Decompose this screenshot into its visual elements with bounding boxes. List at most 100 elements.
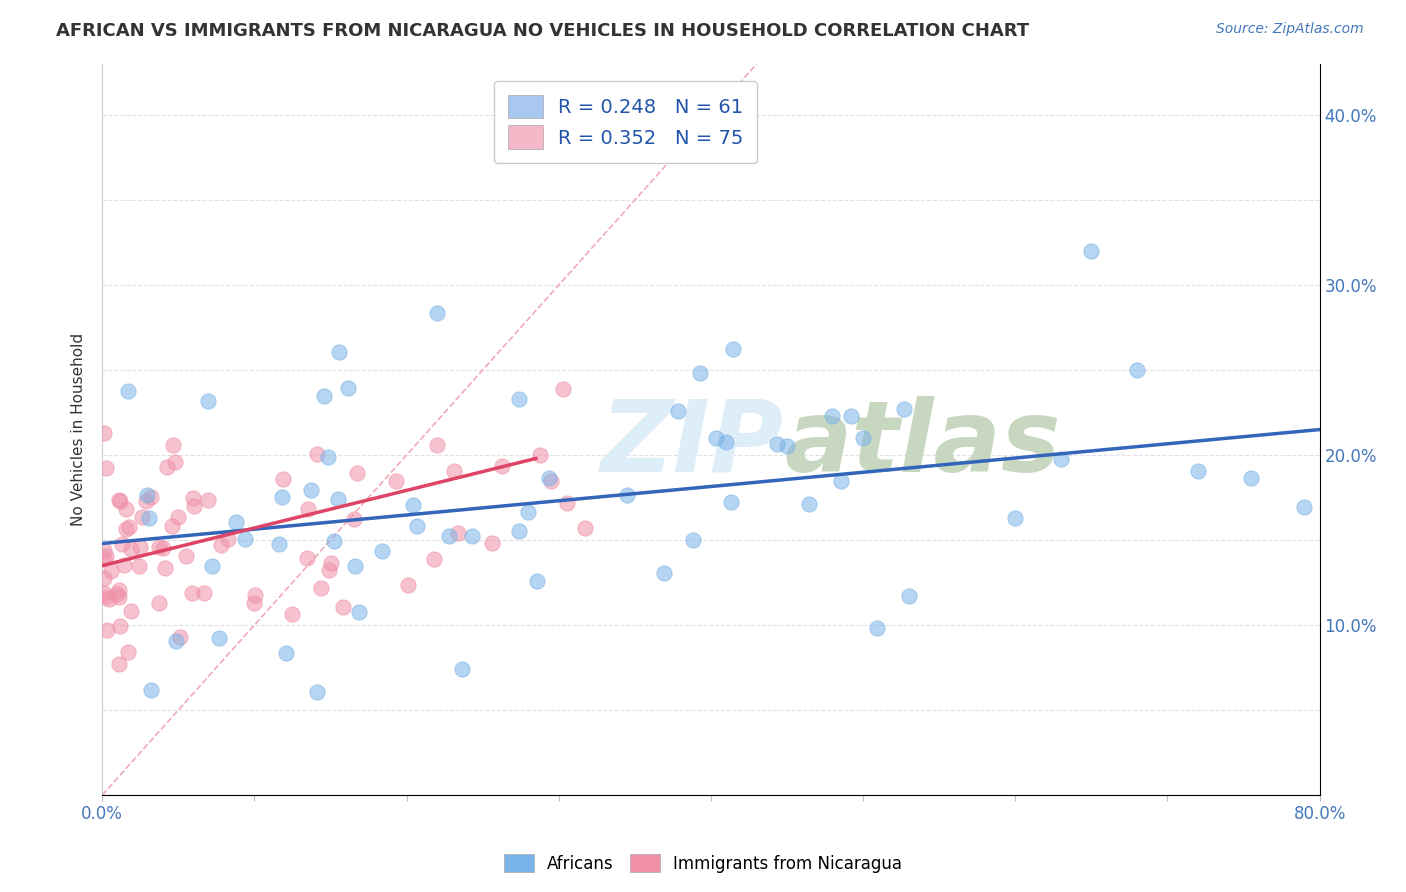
Point bbox=[183, 499, 205, 513]
Point bbox=[529, 449, 551, 463]
Point bbox=[540, 475, 562, 489]
Point bbox=[443, 464, 465, 478]
Point bbox=[305, 685, 328, 699]
Point bbox=[117, 645, 139, 659]
Point bbox=[1240, 471, 1263, 485]
Point bbox=[616, 488, 638, 502]
Point bbox=[112, 558, 135, 573]
Point bbox=[297, 502, 319, 516]
Point bbox=[897, 589, 920, 603]
Point bbox=[396, 578, 419, 592]
Point bbox=[267, 537, 290, 551]
Point bbox=[508, 392, 530, 406]
Point bbox=[209, 538, 232, 552]
Point bbox=[349, 605, 371, 619]
Point bbox=[385, 474, 408, 488]
Point bbox=[666, 403, 689, 417]
Point bbox=[797, 497, 820, 511]
Point bbox=[1004, 510, 1026, 524]
Point bbox=[426, 306, 449, 320]
Point bbox=[105, 587, 128, 601]
Point bbox=[1126, 363, 1149, 377]
Point bbox=[830, 474, 852, 488]
Point bbox=[120, 604, 142, 618]
Text: atlas: atlas bbox=[785, 396, 1060, 492]
Point bbox=[93, 571, 115, 585]
Point bbox=[128, 540, 150, 554]
Point bbox=[93, 425, 115, 440]
Point bbox=[139, 490, 162, 504]
Point bbox=[174, 549, 197, 563]
Legend: R = 0.248   N = 61, R = 0.352   N = 75: R = 0.248 N = 61, R = 0.352 N = 75 bbox=[494, 81, 758, 162]
Point bbox=[156, 459, 179, 474]
Point bbox=[450, 662, 472, 676]
Legend: Africans, Immigrants from Nicaragua: Africans, Immigrants from Nicaragua bbox=[496, 847, 910, 880]
Point bbox=[270, 491, 292, 505]
Point bbox=[96, 591, 118, 605]
Point bbox=[328, 345, 350, 359]
Point bbox=[821, 409, 844, 423]
Point bbox=[714, 435, 737, 450]
Point bbox=[169, 630, 191, 644]
Point bbox=[138, 511, 160, 525]
Point bbox=[200, 558, 222, 573]
Point bbox=[93, 543, 115, 558]
Point bbox=[94, 549, 117, 563]
Point bbox=[318, 563, 340, 577]
Point bbox=[108, 582, 131, 597]
Point bbox=[273, 472, 295, 486]
Point bbox=[423, 552, 446, 566]
Point bbox=[93, 586, 115, 600]
Point bbox=[108, 492, 131, 507]
Point bbox=[1080, 244, 1102, 259]
Text: ZIP: ZIP bbox=[600, 396, 785, 492]
Point bbox=[167, 510, 190, 524]
Point bbox=[128, 559, 150, 574]
Point bbox=[1187, 464, 1209, 478]
Point bbox=[437, 529, 460, 543]
Point bbox=[344, 559, 367, 574]
Point bbox=[402, 498, 425, 512]
Point bbox=[461, 529, 484, 543]
Point bbox=[765, 436, 787, 450]
Point bbox=[316, 450, 339, 465]
Point bbox=[117, 384, 139, 398]
Point bbox=[153, 560, 176, 574]
Point bbox=[346, 466, 368, 480]
Point bbox=[852, 431, 875, 445]
Point bbox=[312, 388, 335, 402]
Point bbox=[491, 458, 513, 473]
Point bbox=[332, 600, 354, 615]
Point bbox=[839, 409, 862, 423]
Point bbox=[107, 657, 129, 671]
Point bbox=[97, 591, 120, 606]
Point bbox=[309, 581, 332, 595]
Point bbox=[274, 646, 297, 660]
Point bbox=[197, 393, 219, 408]
Text: AFRICAN VS IMMIGRANTS FROM NICARAGUA NO VEHICLES IN HOUSEHOLD CORRELATION CHART: AFRICAN VS IMMIGRANTS FROM NICARAGUA NO … bbox=[56, 22, 1029, 40]
Point bbox=[93, 552, 115, 566]
Point bbox=[118, 520, 141, 534]
Point bbox=[866, 621, 889, 635]
Point bbox=[481, 535, 503, 549]
Point bbox=[1050, 451, 1073, 466]
Point bbox=[406, 518, 429, 533]
Point bbox=[163, 455, 186, 469]
Point bbox=[343, 511, 366, 525]
Point bbox=[508, 524, 530, 538]
Point bbox=[704, 431, 727, 445]
Point bbox=[115, 522, 138, 536]
Point bbox=[208, 631, 231, 645]
Point bbox=[233, 532, 256, 546]
Point bbox=[307, 447, 329, 461]
Point bbox=[165, 633, 187, 648]
Point bbox=[114, 501, 136, 516]
Point bbox=[776, 439, 799, 453]
Point bbox=[537, 471, 560, 485]
Point bbox=[139, 682, 162, 697]
Point bbox=[181, 491, 204, 505]
Point bbox=[574, 521, 596, 535]
Point bbox=[162, 438, 184, 452]
Point bbox=[197, 493, 219, 508]
Point bbox=[652, 566, 675, 580]
